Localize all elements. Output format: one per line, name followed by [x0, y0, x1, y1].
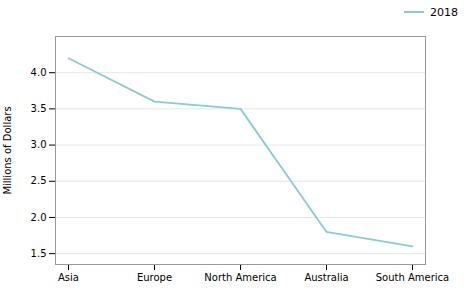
svg-text:Asia: Asia: [58, 272, 79, 283]
svg-text:2.5: 2.5: [31, 175, 47, 186]
svg-text:4.0: 4.0: [31, 67, 47, 78]
svg-text:2.0: 2.0: [31, 212, 47, 223]
svg-text:South America: South America: [376, 272, 450, 283]
svg-text:North America: North America: [204, 272, 276, 283]
svg-text:Millions of Dollars: Millions of Dollars: [2, 106, 13, 194]
svg-text:3.5: 3.5: [31, 103, 47, 114]
svg-text:Europe: Europe: [137, 272, 172, 283]
html-text:2018: 2018: [430, 5, 458, 19]
svg-text:1.5: 1.5: [31, 248, 47, 259]
svg-text:3.0: 3.0: [31, 139, 47, 150]
svg-text:Australia: Australia: [304, 272, 348, 283]
